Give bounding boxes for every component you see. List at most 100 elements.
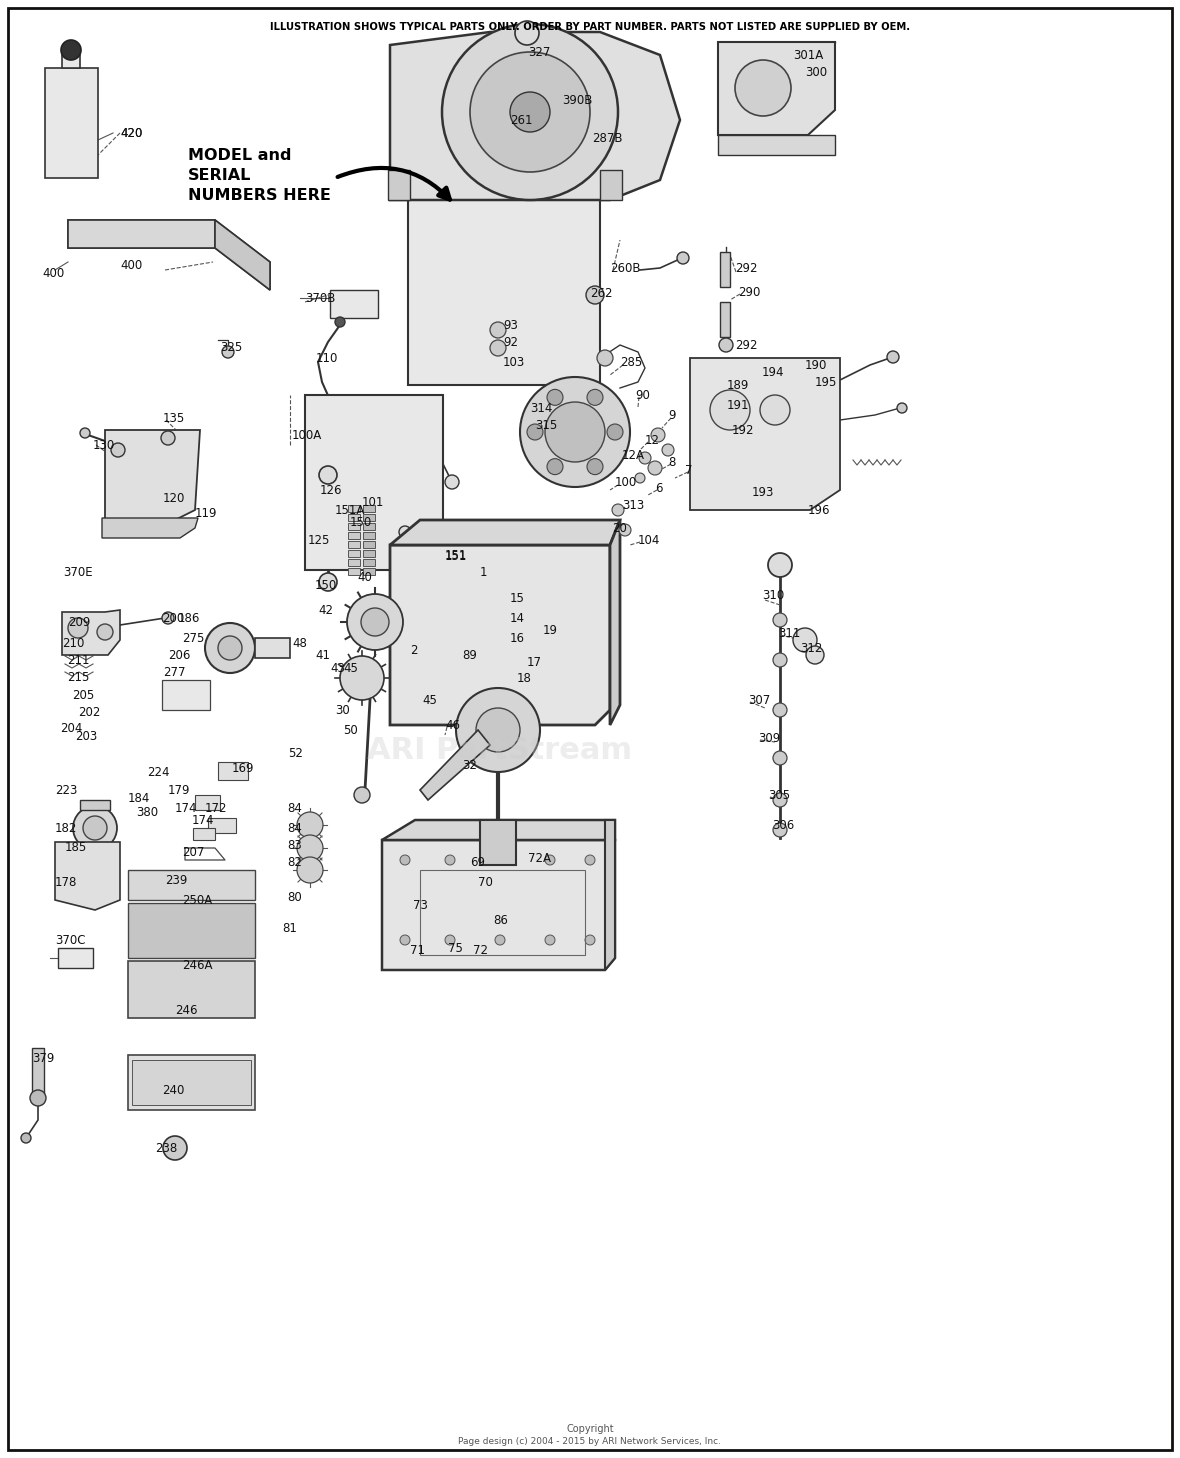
Circle shape <box>160 432 175 445</box>
Text: 80: 80 <box>287 891 302 904</box>
Polygon shape <box>717 136 835 155</box>
Circle shape <box>620 523 631 537</box>
Text: 174: 174 <box>175 802 197 815</box>
Circle shape <box>68 618 88 639</box>
Text: 43: 43 <box>330 662 345 675</box>
FancyArrowPatch shape <box>337 168 450 200</box>
Polygon shape <box>348 504 360 512</box>
Text: 150: 150 <box>350 516 372 528</box>
Text: 174: 174 <box>192 814 215 827</box>
Text: 250A: 250A <box>182 894 212 907</box>
Bar <box>720 302 730 337</box>
Circle shape <box>297 812 323 838</box>
Circle shape <box>597 350 612 366</box>
Text: 120: 120 <box>163 491 185 504</box>
Text: 215: 215 <box>67 671 90 684</box>
Text: 379: 379 <box>32 1051 54 1064</box>
Text: 169: 169 <box>232 761 255 774</box>
Polygon shape <box>420 730 490 800</box>
Circle shape <box>470 52 590 172</box>
Text: 81: 81 <box>282 921 297 935</box>
Polygon shape <box>363 550 375 557</box>
Text: 151: 151 <box>445 550 467 563</box>
Text: 390B: 390B <box>562 93 592 106</box>
Text: MODEL and: MODEL and <box>188 149 297 163</box>
Circle shape <box>677 252 689 264</box>
Circle shape <box>494 935 505 945</box>
Text: 119: 119 <box>195 506 217 519</box>
Circle shape <box>21 1133 31 1143</box>
Text: 93: 93 <box>503 318 518 331</box>
Circle shape <box>83 816 107 840</box>
Circle shape <box>586 389 603 405</box>
Bar <box>480 819 516 865</box>
Circle shape <box>80 429 90 437</box>
Circle shape <box>340 656 384 700</box>
Text: 90: 90 <box>635 388 650 401</box>
Text: 196: 196 <box>808 503 831 516</box>
Text: 50: 50 <box>343 723 358 736</box>
Circle shape <box>887 351 899 363</box>
Text: 311: 311 <box>778 627 800 640</box>
Circle shape <box>61 39 81 60</box>
Circle shape <box>648 461 662 475</box>
Text: 16: 16 <box>510 631 525 644</box>
Circle shape <box>476 709 520 752</box>
Text: 185: 185 <box>65 840 87 853</box>
Circle shape <box>773 703 787 717</box>
Text: 100A: 100A <box>291 429 322 442</box>
Text: 275: 275 <box>182 631 204 644</box>
Circle shape <box>586 286 604 305</box>
Text: 420: 420 <box>120 127 143 140</box>
Polygon shape <box>348 515 360 521</box>
Text: 301A: 301A <box>793 48 824 61</box>
Circle shape <box>319 467 337 484</box>
Polygon shape <box>215 220 270 290</box>
Text: 315: 315 <box>535 418 557 432</box>
Bar <box>218 763 248 780</box>
Circle shape <box>773 793 787 806</box>
Polygon shape <box>363 523 375 531</box>
Circle shape <box>490 340 506 356</box>
Polygon shape <box>363 504 375 512</box>
Text: 261: 261 <box>510 114 532 127</box>
Bar <box>599 171 622 200</box>
Circle shape <box>793 628 817 652</box>
Circle shape <box>710 389 750 430</box>
Text: Copyright: Copyright <box>566 1424 614 1435</box>
Text: 52: 52 <box>288 746 303 760</box>
Text: 202: 202 <box>78 706 100 719</box>
Text: 300: 300 <box>805 66 827 79</box>
Circle shape <box>442 23 618 200</box>
Text: 238: 238 <box>155 1142 177 1155</box>
Circle shape <box>773 822 787 837</box>
Bar <box>132 1060 251 1105</box>
Text: 42: 42 <box>317 604 333 617</box>
Text: 15: 15 <box>510 592 525 605</box>
Text: 194: 194 <box>762 366 785 379</box>
Polygon shape <box>363 515 375 521</box>
Polygon shape <box>348 558 360 566</box>
Text: 239: 239 <box>165 873 188 886</box>
Text: 312: 312 <box>800 642 822 655</box>
Circle shape <box>297 835 323 862</box>
Circle shape <box>806 646 824 663</box>
Circle shape <box>897 402 907 413</box>
Text: 19: 19 <box>543 624 558 637</box>
Text: 240: 240 <box>162 1083 184 1096</box>
Text: 71: 71 <box>409 943 425 956</box>
Text: 72: 72 <box>473 943 489 956</box>
Text: 193: 193 <box>752 486 774 499</box>
Text: 126: 126 <box>320 484 342 497</box>
Text: 150: 150 <box>315 579 337 592</box>
Text: 73: 73 <box>413 898 428 911</box>
Polygon shape <box>101 518 198 538</box>
Text: 209: 209 <box>68 615 91 628</box>
Circle shape <box>760 395 789 424</box>
Circle shape <box>545 402 605 462</box>
Text: 8: 8 <box>668 455 675 468</box>
Text: 135: 135 <box>163 411 185 424</box>
Circle shape <box>490 322 506 338</box>
Polygon shape <box>127 1056 255 1110</box>
Text: 305: 305 <box>768 789 791 802</box>
